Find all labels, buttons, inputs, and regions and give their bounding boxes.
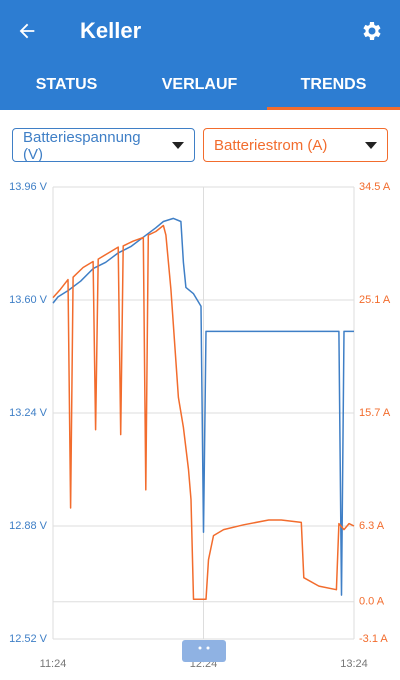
y2-tick-label: -3.1 A: [359, 633, 388, 645]
chart: 12.52 V 12.88 V 13.24 V 13.60 V 13.96 V -3.1 …: [9, 181, 391, 670]
tab[interactable]: VERLAUF: [161, 76, 238, 93]
selector-label: Batteriespannung (V): [23, 129, 141, 163]
back-button[interactable]: [16, 20, 38, 42]
app-bar: Keller: [0, 0, 400, 62]
selector-label: Batteriestrom (A): [214, 137, 328, 154]
y-tick-label: 12.52 V: [9, 633, 48, 645]
series-line: [52, 217, 354, 596]
screen-title: Keller: [80, 18, 142, 43]
y2-tick-label: 34.5 A: [359, 181, 391, 193]
y2-tick-label: 6.3 A: [359, 520, 385, 532]
y-tick-label: 13.24 V: [9, 407, 48, 419]
handle-dot: [198, 646, 202, 650]
y2-tick-label: 25.1 A: [359, 294, 391, 306]
tab-bar: STATUS VERLAUF TRENDS: [0, 62, 400, 110]
tab-indicator: [267, 107, 400, 110]
y-tick-label: 12.88 V: [9, 520, 48, 532]
series-selector[interactable]: Batteriespannung (V): [12, 128, 195, 163]
tab[interactable]: STATUS: [35, 76, 98, 93]
y2-tick-label: 0.0 A: [359, 596, 385, 608]
y-tick-label: 13.60 V: [9, 294, 48, 306]
settings-button[interactable]: [360, 19, 384, 43]
x-tick-label: 13:24: [340, 658, 368, 670]
handle-dot: [206, 646, 210, 650]
series-selector[interactable]: Batteriestrom (A): [203, 128, 388, 162]
y-tick-label: 13.96 V: [9, 181, 48, 193]
tab[interactable]: TRENDS: [300, 76, 367, 93]
series-line: [52, 224, 355, 601]
x-tick-label: 11:24: [40, 658, 67, 670]
y2-tick-label: 15.7 A: [359, 407, 391, 419]
scroll-handle[interactable]: [182, 640, 226, 662]
dropdown-arrow: [172, 142, 184, 149]
dropdown-arrow: [365, 142, 377, 149]
